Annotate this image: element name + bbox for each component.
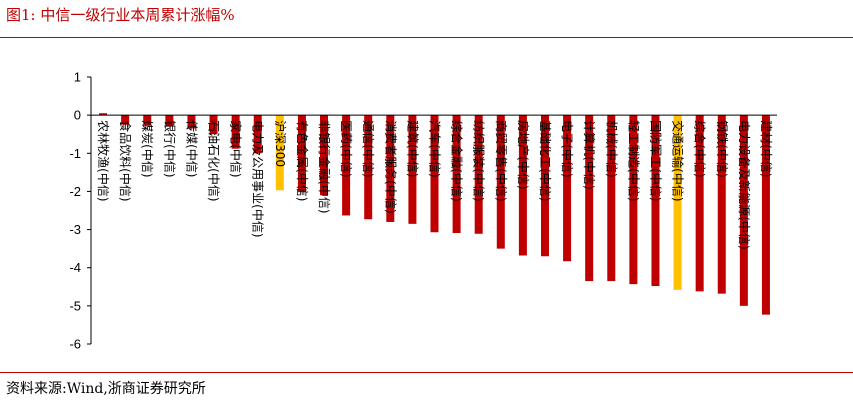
- category-label: 石油石化(中信): [207, 120, 222, 201]
- category-label: 传媒(中信): [184, 120, 199, 177]
- category-label: 建筑(中信): [405, 120, 420, 177]
- bar: [651, 115, 660, 287]
- category-label: 电子(中信): [560, 120, 575, 177]
- y-tick-label: 1: [74, 70, 81, 85]
- category-label: 商贸零售(中信): [494, 120, 509, 201]
- bar: [342, 115, 351, 216]
- bar: [717, 115, 726, 294]
- category-label: 电力设备及新能源(中信): [737, 120, 752, 249]
- footer-rule: [0, 372, 853, 373]
- category-label: 建材(中信): [759, 120, 774, 177]
- category-label: 银行(中信): [162, 120, 177, 177]
- y-tick-label: -1: [69, 146, 81, 161]
- bar: [761, 115, 770, 315]
- bar: [143, 115, 152, 126]
- category-label: 综合(中信): [693, 120, 708, 177]
- category-label: 机械(中信): [604, 120, 619, 177]
- bar: [695, 115, 704, 292]
- category-label: 轻工制造(中信): [626, 120, 641, 201]
- category-label: 国防军工(中信): [648, 120, 663, 201]
- bar: [585, 115, 594, 282]
- y-tick-label: -6: [69, 337, 81, 352]
- category-label: 有色金属(中信): [295, 120, 310, 201]
- category-label: 房地产(中信): [516, 120, 531, 189]
- bar: [297, 115, 306, 193]
- bar: [629, 115, 638, 285]
- category-label: 医药(中信): [339, 120, 354, 177]
- bar: [165, 115, 174, 127]
- bar: [408, 115, 417, 224]
- bar: [99, 113, 108, 116]
- category-label: 煤炭(中信): [140, 120, 155, 177]
- bar: [209, 115, 218, 135]
- source-note: 资料来源:Wind,浙商证券研究所: [6, 381, 206, 397]
- header-rule: [0, 37, 853, 38]
- category-label: 家电(中信): [229, 120, 244, 177]
- category-label: 综合金融(中信): [450, 120, 465, 201]
- category-label: 钢铁(中信): [715, 120, 730, 177]
- category-label: 汽车(中信): [428, 120, 443, 177]
- bar: [540, 115, 549, 257]
- category-label: 消费者服务(中信): [383, 120, 398, 213]
- bar: [452, 115, 461, 234]
- y-tick-label: -3: [69, 222, 81, 237]
- y-tick-label: -2: [69, 184, 81, 199]
- bar: [739, 115, 748, 306]
- bar: [187, 115, 196, 129]
- category-label: 通信(中信): [361, 120, 376, 177]
- y-axis: 1 0 -1 -2 -3 -4 -5 -6: [69, 70, 91, 352]
- bar: [231, 115, 240, 149]
- category-label: 纺织服装(中信): [472, 120, 487, 201]
- figure-title: 图1: 中信一级行业本周累计涨幅%: [6, 6, 235, 24]
- bar: [607, 115, 616, 282]
- bar: [673, 115, 682, 290]
- bar: [253, 115, 262, 154]
- bar: [563, 115, 572, 262]
- bar: [364, 115, 373, 220]
- y-tick-label: -5: [69, 298, 81, 313]
- bar: [518, 115, 527, 256]
- category-label: 食品饮料(中信): [118, 120, 133, 201]
- category-labels: 农林牧渔(中信) 食品饮料(中信) 煤炭(中信) 银行(中信) 传媒(中信) 石油石化(中…: [96, 120, 774, 249]
- bar-series: [99, 113, 770, 315]
- y-tick-label: -4: [69, 260, 81, 275]
- category-label: 基础化工(中信): [538, 120, 553, 201]
- y-tick-label: 0: [74, 108, 81, 123]
- category-label: 非银行金融(中信): [317, 120, 332, 213]
- bar: [386, 115, 395, 222]
- category-label: 计算机(中信): [582, 120, 597, 189]
- category-label: 沪深300: [273, 120, 287, 167]
- category-label: 农林牧渔(中信): [96, 120, 111, 201]
- category-label: 电力及公用事业(中信): [251, 120, 266, 237]
- bar: [121, 115, 130, 125]
- bar-chart: 1 0 -1 -2 -3 -4 -5 -6 农林牧渔(中信) 食品饮料(中信) 煤炭(中信) 银行(…: [69, 70, 777, 352]
- bar: [430, 115, 439, 233]
- category-label: 交通运输(中信): [671, 120, 686, 201]
- bar: [474, 115, 483, 234]
- bar: [275, 115, 284, 191]
- bar: [320, 115, 329, 196]
- bar: [496, 115, 505, 249]
